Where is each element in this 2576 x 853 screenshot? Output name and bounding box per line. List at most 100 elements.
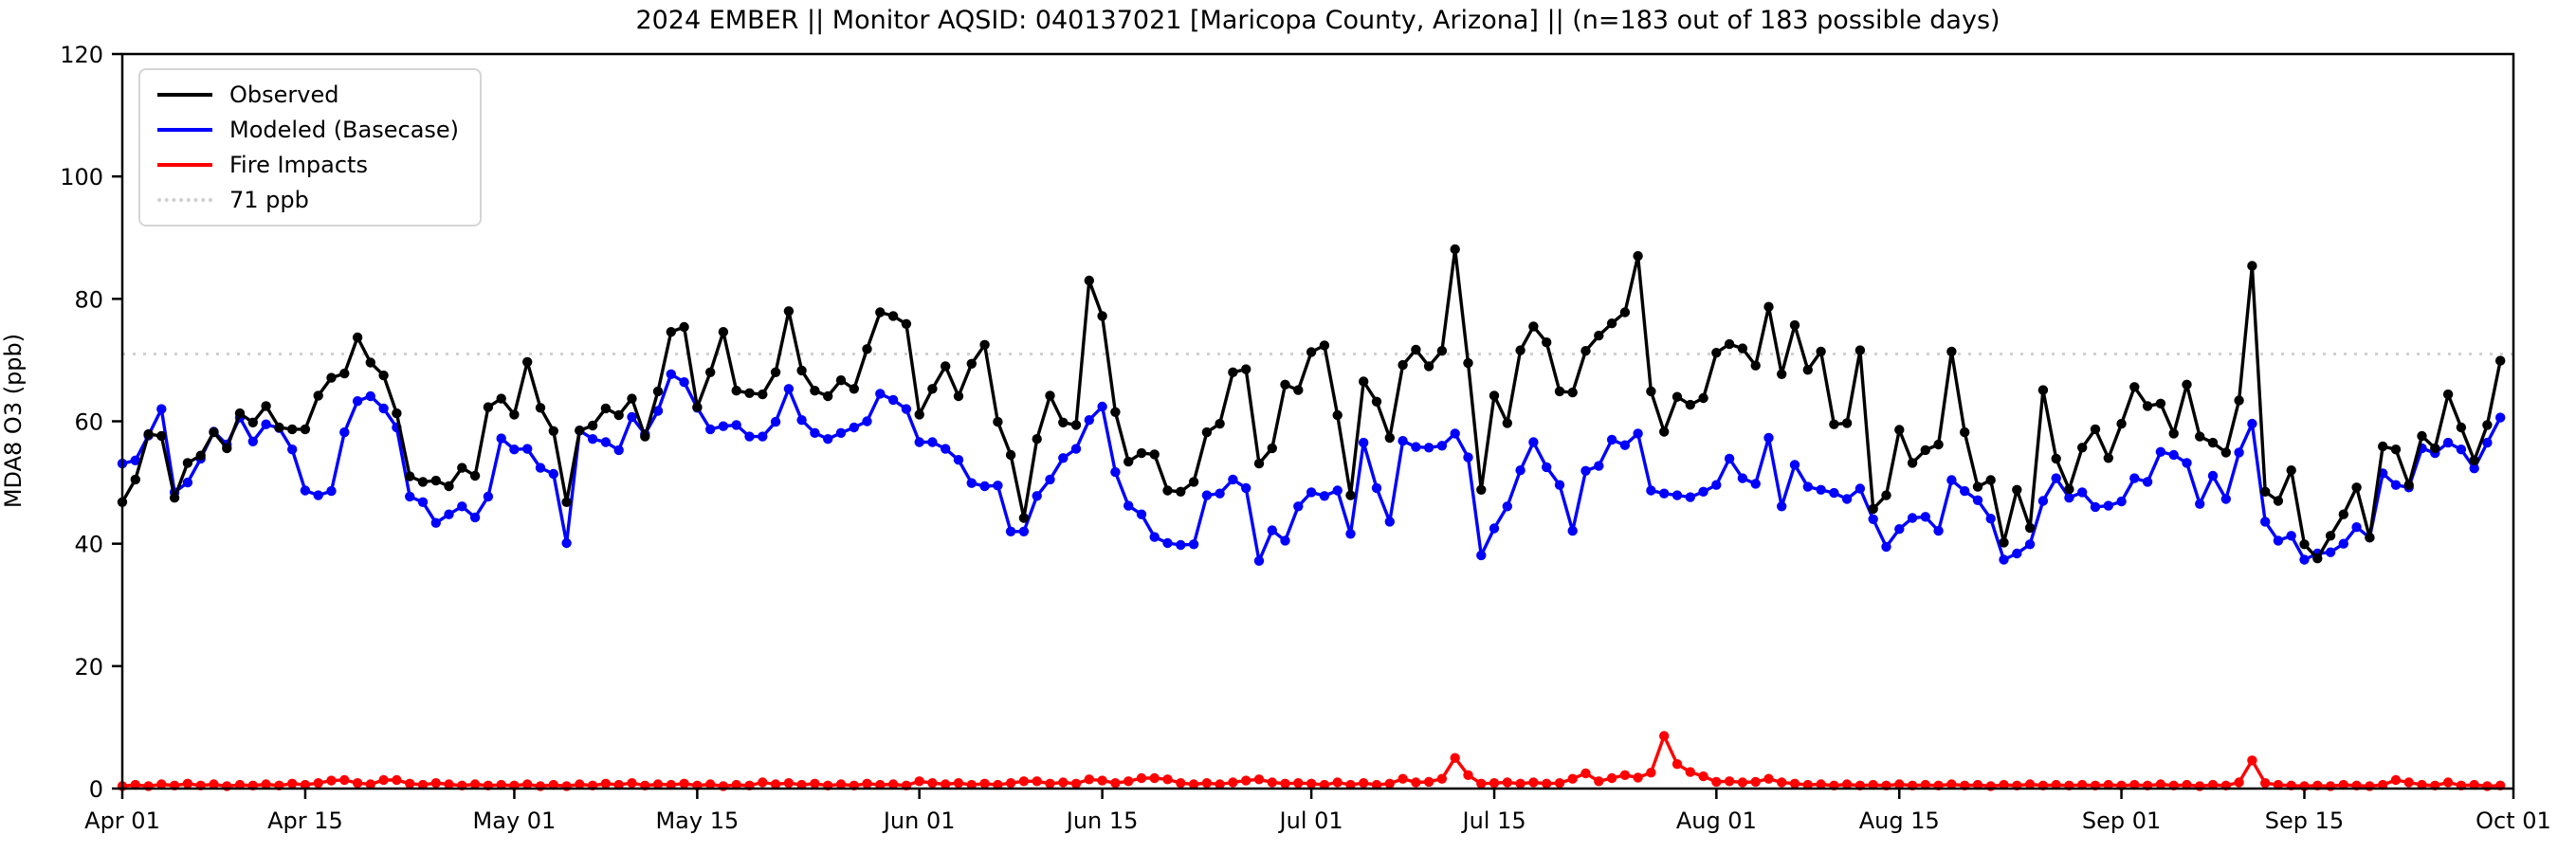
- data-point-observed: [2325, 531, 2336, 541]
- data-point-observed: [261, 401, 271, 411]
- data-point-modeled: [1802, 481, 1814, 492]
- data-point-modeled: [1398, 436, 1408, 446]
- legend-item-modeled: Modeled (Basecase): [157, 117, 459, 143]
- data-point-fire: [2234, 777, 2244, 788]
- data-point-modeled: [1816, 484, 1826, 495]
- data-point-modeled: [365, 390, 375, 402]
- data-point-observed: [953, 390, 964, 402]
- data-point-observed: [2312, 554, 2323, 564]
- data-point-modeled: [509, 445, 520, 455]
- data-point-modeled: [1580, 465, 1591, 476]
- data-point-modeled: [378, 403, 389, 414]
- data-point-fire: [1293, 778, 1304, 789]
- data-point-modeled: [1698, 486, 1708, 497]
- data-point-modeled: [1894, 524, 1905, 535]
- data-point-fire: [1176, 778, 1186, 789]
- data-point-fire: [575, 779, 585, 789]
- data-point-observed: [875, 307, 886, 318]
- data-point-observed: [1698, 392, 1708, 404]
- data-point-modeled: [1515, 465, 1526, 476]
- data-point-modeled: [405, 491, 415, 502]
- data-point-modeled: [1241, 482, 1251, 494]
- data-point-modeled: [1476, 550, 1487, 561]
- data-point-modeled: [2090, 501, 2101, 513]
- data-point-observed: [1463, 357, 1473, 369]
- data-point-observed: [1659, 426, 1670, 437]
- data-point-fire: [1201, 778, 1213, 789]
- data-point-modeled: [1946, 475, 1957, 485]
- data-point-fire: [1280, 778, 1290, 789]
- data-point-modeled: [1097, 401, 1107, 412]
- data-point-observed: [483, 402, 494, 412]
- data-point-observed: [1580, 346, 1591, 356]
- data-point-fire: [2338, 779, 2348, 790]
- data-point-observed: [1450, 244, 1460, 255]
- data-point-observed: [469, 470, 481, 481]
- data-point-fire: [339, 774, 350, 786]
- data-point-observed: [326, 372, 337, 383]
- data-point-fire: [1920, 779, 1931, 790]
- data-point-observed: [1789, 319, 1800, 331]
- data-point-fire: [1685, 767, 1696, 777]
- x-tick-label: Jun 15: [1065, 808, 1139, 834]
- data-point-modeled: [339, 426, 350, 438]
- data-point-observed: [405, 471, 415, 481]
- data-point-observed: [247, 417, 258, 427]
- x-tick-label: Apr 15: [267, 808, 343, 834]
- data-point-observed: [2012, 484, 2022, 495]
- data-point-modeled: [2442, 437, 2454, 448]
- data-point-modeled: [1201, 490, 1213, 500]
- data-point-fire: [1868, 779, 1878, 790]
- data-point-observed: [770, 367, 781, 377]
- data-point-observed: [2495, 355, 2506, 366]
- data-point-modeled: [2077, 487, 2088, 498]
- data-point-observed: [1763, 301, 1774, 312]
- data-point-observed: [352, 332, 363, 343]
- data-point-observed: [1345, 490, 1356, 500]
- data-point-fire: [2442, 777, 2454, 788]
- data-point-observed: [1149, 449, 1160, 460]
- data-point-observed: [679, 321, 689, 333]
- data-point-fire: [1124, 776, 1134, 787]
- data-point-modeled: [1789, 460, 1800, 470]
- data-point-observed: [1829, 419, 1839, 429]
- data-point-observed: [718, 327, 729, 337]
- data-point-modeled: [835, 427, 847, 438]
- data-point-observed: [2207, 437, 2219, 448]
- data-point-modeled: [1633, 428, 1643, 439]
- data-point-observed: [1306, 347, 1317, 357]
- data-point-observed: [941, 361, 951, 372]
- data-point-observed: [2064, 484, 2074, 495]
- data-point-fire: [1267, 777, 1278, 788]
- data-point-observed: [1084, 275, 1095, 286]
- data-point-observed: [1124, 456, 1134, 467]
- data-point-observed: [1881, 490, 1891, 500]
- data-point-modeled: [1711, 480, 1722, 490]
- data-point-fire: [1763, 773, 1774, 784]
- data-point-modeled: [182, 477, 193, 488]
- data-point-observed: [156, 430, 167, 442]
- data-point-observed: [522, 356, 533, 368]
- data-point-observed: [1672, 391, 1683, 402]
- data-point-modeled: [2299, 554, 2310, 565]
- data-point-modeled: [652, 406, 664, 416]
- data-point-modeled: [1136, 509, 1147, 519]
- data-point-observed: [313, 390, 323, 401]
- data-point-modeled: [1162, 537, 1173, 549]
- data-point-modeled: [130, 455, 140, 465]
- data-point-observed: [2129, 382, 2140, 392]
- data-point-observed: [2351, 482, 2362, 493]
- data-point-observed: [1188, 477, 1199, 487]
- data-point-modeled: [2195, 499, 2205, 509]
- data-point-modeled: [2220, 494, 2231, 504]
- data-point-modeled: [2051, 473, 2061, 483]
- data-point-observed: [300, 424, 311, 435]
- fire-line-sample-icon: [157, 163, 212, 167]
- data-point-observed: [1502, 418, 1513, 428]
- data-point-modeled: [352, 396, 363, 407]
- x-tick-label: Jun 01: [882, 808, 956, 834]
- data-point-modeled: [1070, 444, 1082, 454]
- data-point-modeled: [1371, 482, 1382, 494]
- data-point-modeled: [1594, 461, 1604, 471]
